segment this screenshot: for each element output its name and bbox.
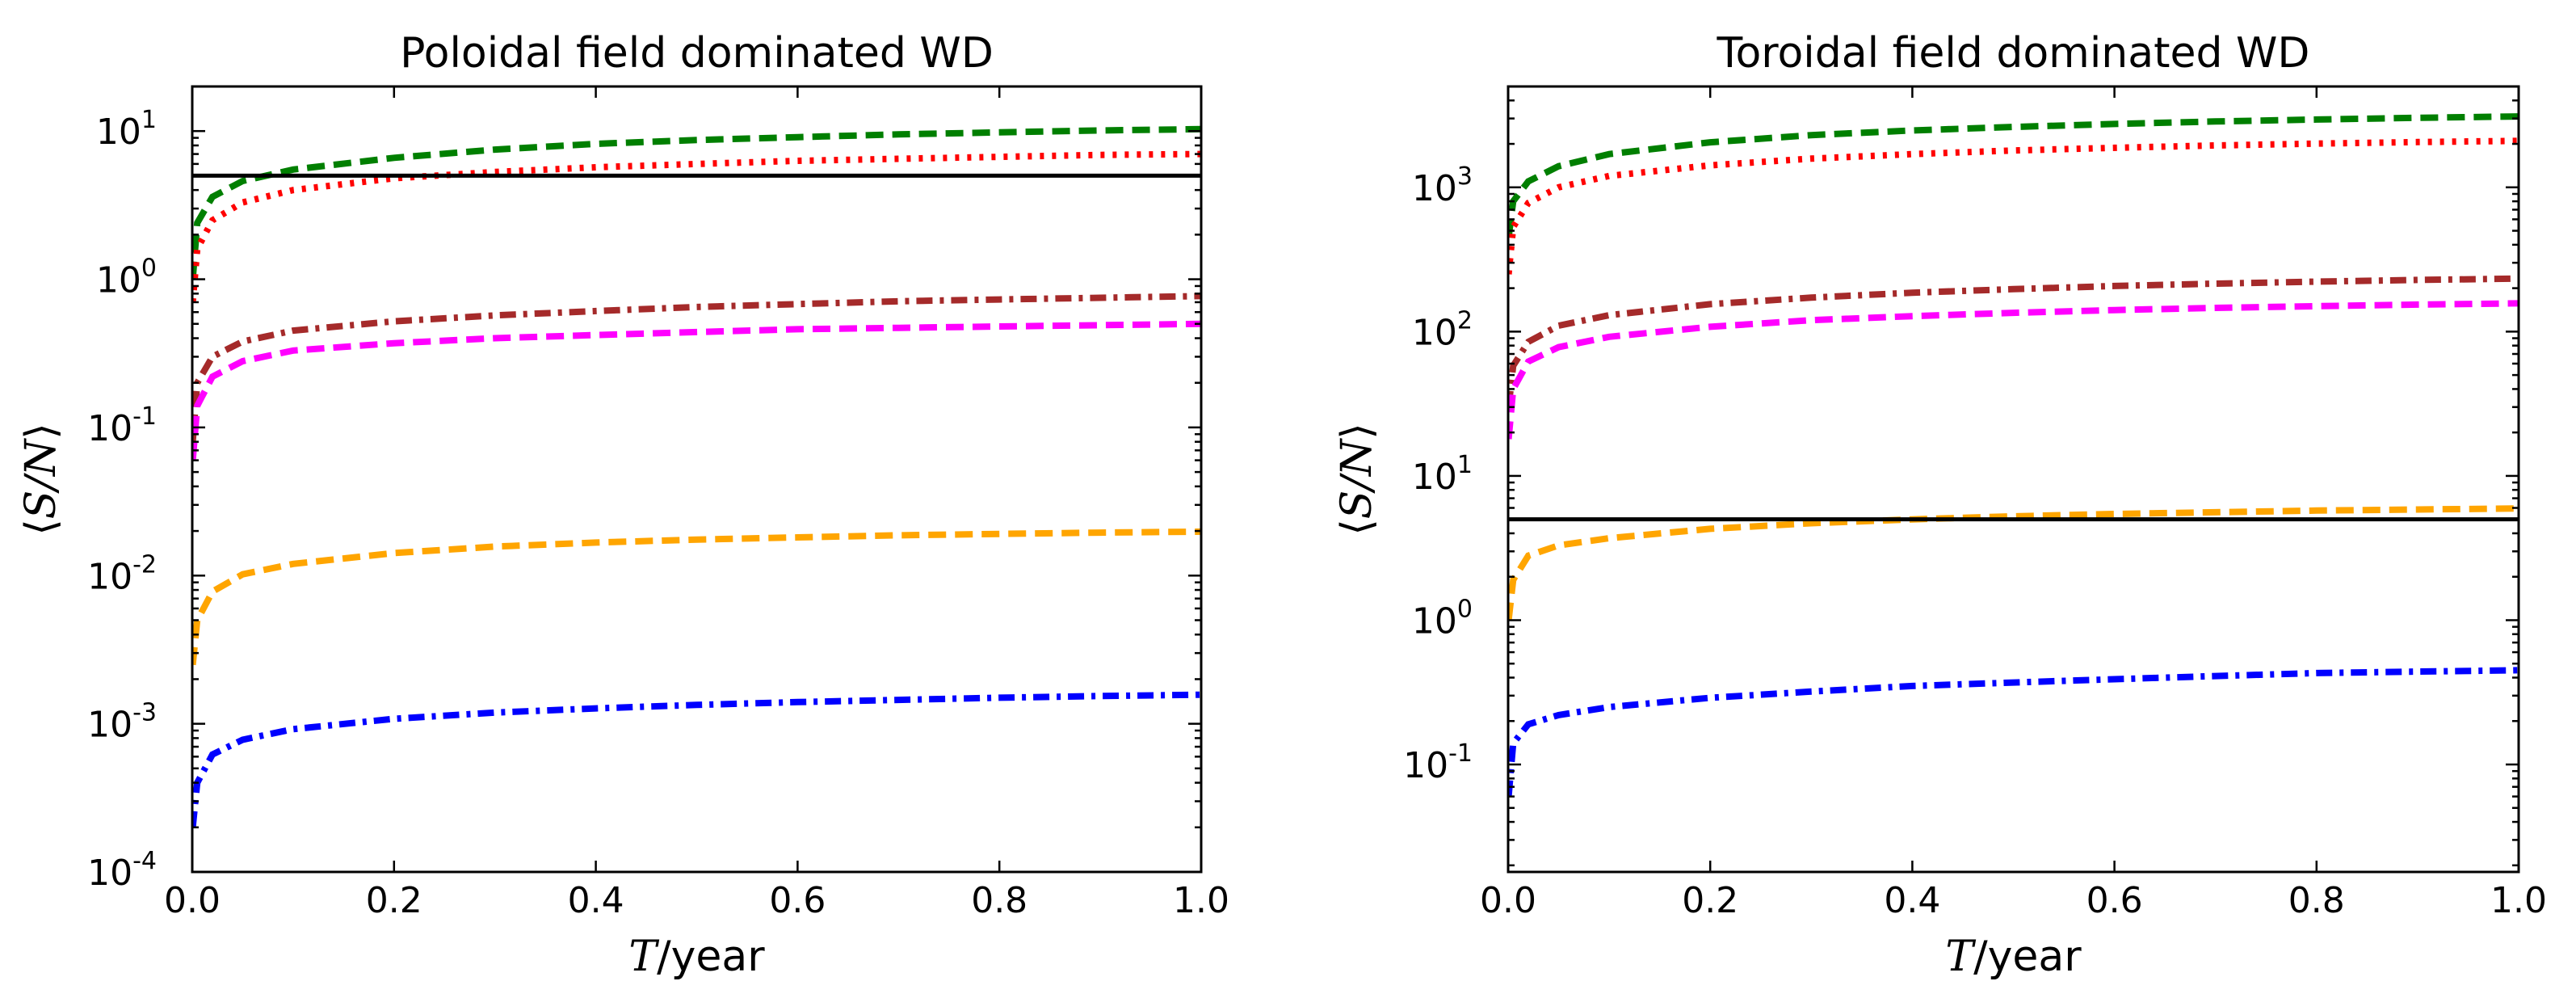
toroidal-ytick-label: 100 — [1412, 595, 1473, 642]
toroidal-series-group — [1508, 113, 2519, 797]
toroidal-y-axis-label: ⟨S/N⟩ — [1333, 423, 1381, 535]
toroidal-plot-frame — [1507, 85, 2520, 874]
toroidal-xtick-label: 0.8 — [2288, 880, 2345, 921]
toroidal-series-red — [1508, 137, 2519, 275]
poloidal-xtick-label: 0.6 — [769, 880, 826, 921]
toroidal-ytick-label: 102 — [1412, 306, 1473, 353]
toroidal-xtick-label: 0.2 — [1682, 880, 1738, 921]
poloidal-series-orange — [192, 528, 1201, 666]
toroidal-xtick-label: 1.0 — [2490, 880, 2547, 921]
toroidal-chart: 0.0 0.2 0.4 0.6 0.8 1.0 10-1 100 101 102 103 Toroid… — [1333, 29, 2547, 981]
toroidal-xtick-label: 0.6 — [2086, 880, 2143, 921]
poloidal-ytick-label: 10-2 — [87, 550, 157, 597]
poloidal-xtick-label: 0.8 — [971, 880, 1027, 921]
toroidal-series-magenta — [1508, 300, 2519, 440]
poloidal-chart-title: Poloidal field dominated WD — [400, 29, 994, 78]
toroidal-ytick-label: 103 — [1412, 162, 1473, 209]
toroidal-ytick-label: 101 — [1412, 451, 1473, 498]
toroidal-xtick-label: 0.4 — [1884, 880, 1940, 921]
toroidal-x-axis-label: T/year — [1945, 933, 2082, 981]
poloidal-ytick-label: 10-1 — [87, 402, 157, 449]
poloidal-series-magenta — [192, 320, 1201, 461]
poloidal-chart: 0.0 0.2 0.4 0.6 0.8 1.0 10-4 10-3 10-2 10-1 100 101… — [17, 29, 1229, 981]
toroidal-chart-title: Toroidal field dominated WD — [1717, 29, 2310, 78]
poloidal-ytick-label: 10-4 — [87, 847, 157, 894]
poloidal-ytick-label: 100 — [96, 255, 157, 301]
poloidal-ytick-label: 10-3 — [87, 699, 157, 746]
poloidal-y-axis-label: ⟨S/N⟩ — [17, 423, 65, 535]
poloidal-series-group — [192, 125, 1201, 828]
toroidal-series-blue — [1508, 667, 2519, 797]
poloidal-series-blue — [192, 691, 1201, 828]
poloidal-xtick-label: 1.0 — [1173, 880, 1229, 921]
poloidal-xtick-label: 0.2 — [366, 880, 422, 921]
poloidal-series-green — [192, 125, 1201, 280]
toroidal-ytick-label: 10-1 — [1403, 739, 1473, 786]
poloidal-series-brown — [192, 293, 1201, 443]
toroidal-series-green — [1508, 113, 2519, 238]
poloidal-ytick-label: 101 — [96, 106, 157, 153]
poloidal-series-red — [192, 150, 1201, 303]
toroidal-xtick-label: 0.0 — [1480, 880, 1536, 921]
poloidal-x-axis-label: T/year — [628, 933, 765, 981]
toroidal-series-brown — [1508, 275, 2519, 408]
poloidal-plot-frame — [191, 85, 1203, 874]
poloidal-xtick-label: 0.4 — [568, 880, 624, 921]
poloidal-xtick-label: 0.0 — [164, 880, 221, 921]
toroidal-series-orange — [1508, 505, 2519, 621]
